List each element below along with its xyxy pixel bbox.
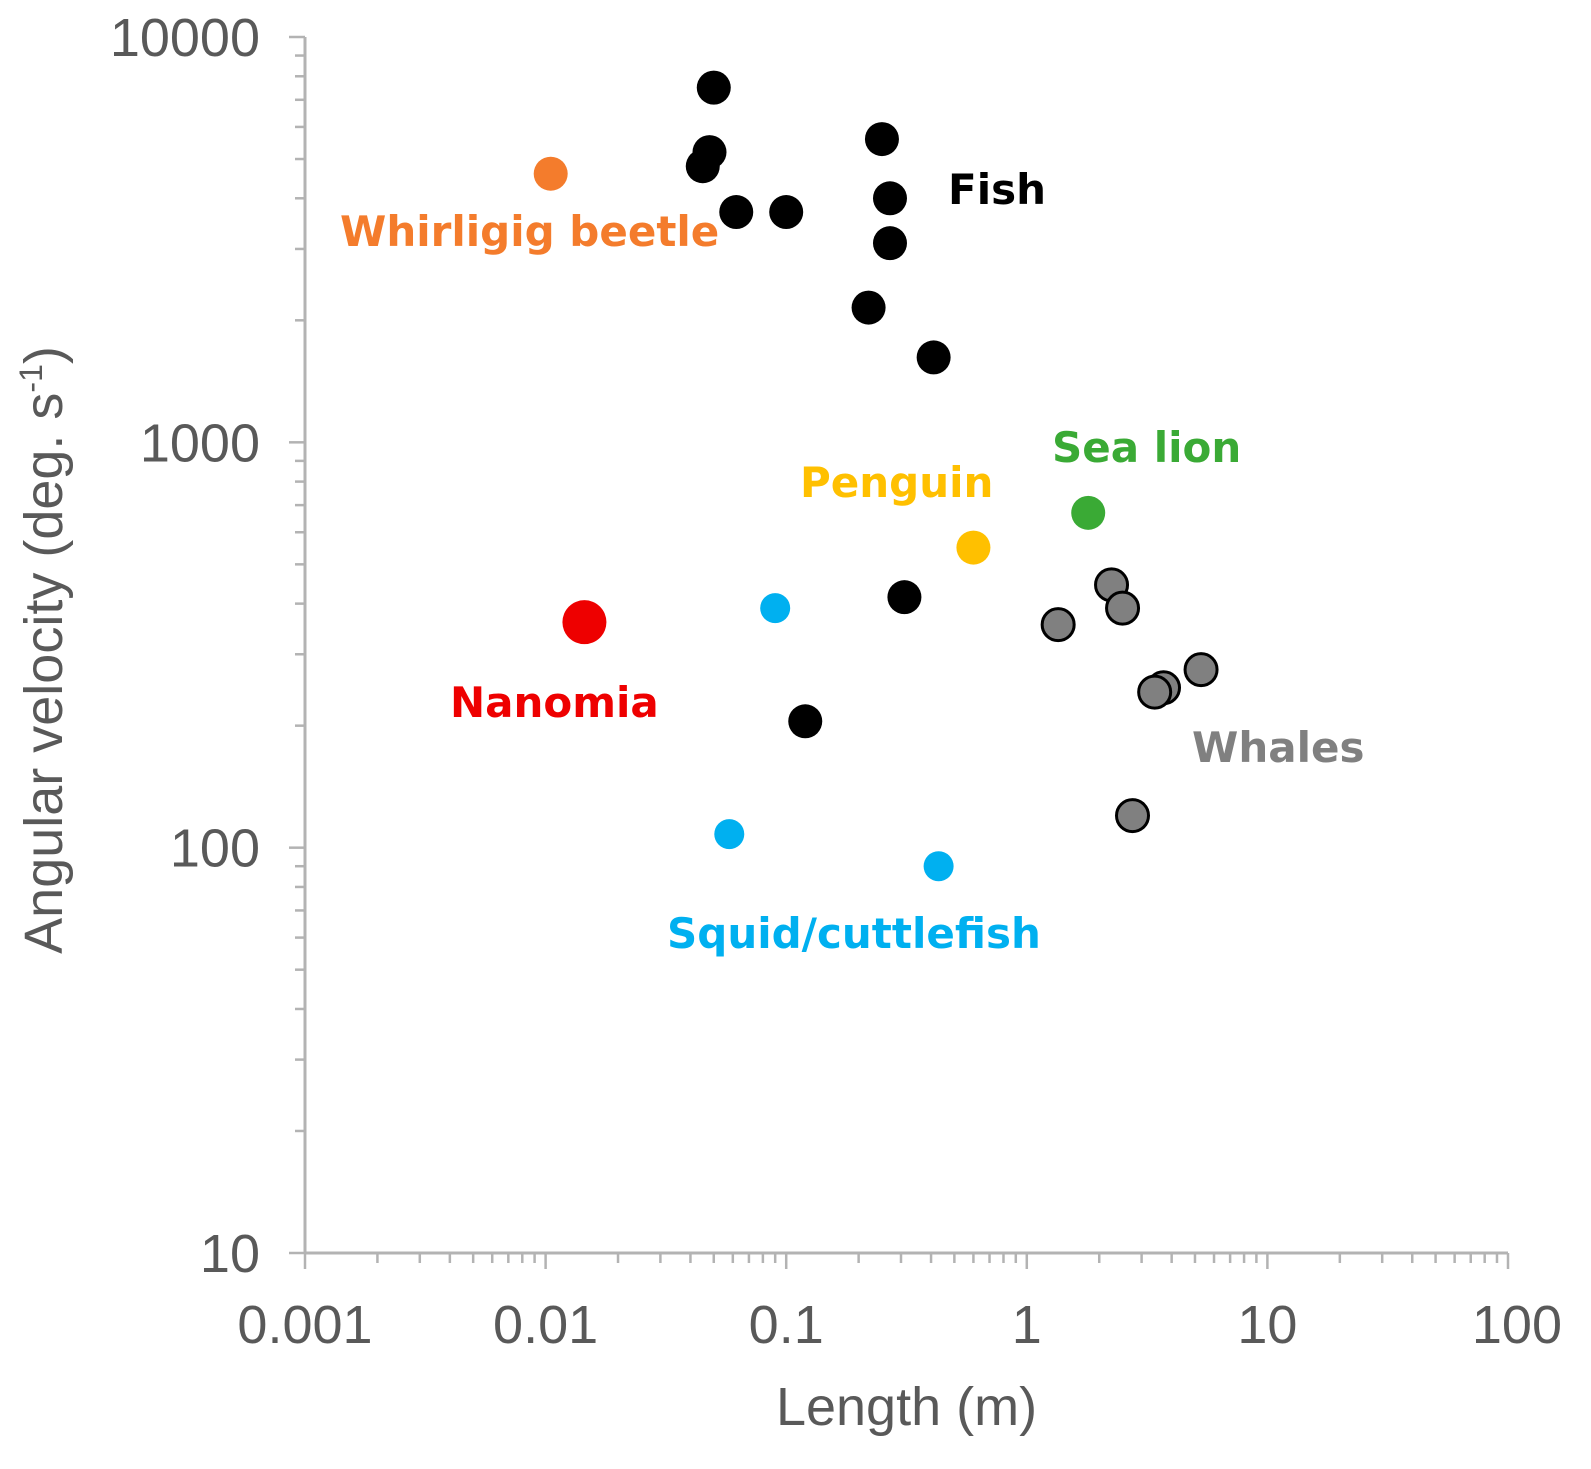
label-penguin: Penguin	[800, 458, 993, 507]
x-tick-label: 0.001	[237, 1295, 372, 1355]
x-tick-label: 1	[1012, 1295, 1042, 1355]
x-tick-label: 10	[1237, 1295, 1297, 1355]
x-tick-label: 0.1	[749, 1295, 824, 1355]
point-fish	[872, 226, 907, 261]
point-fish	[788, 704, 823, 739]
y-ticks	[289, 35, 305, 1255]
y-axis-title: Angular velocity (deg. s-1)	[13, 346, 74, 954]
x-tick-label: 100	[1472, 1295, 1562, 1355]
y-axis-title-superscript: -1	[13, 364, 49, 392]
point-whales	[1183, 652, 1219, 688]
point-sea-lion	[1071, 495, 1106, 530]
point-whales	[1137, 674, 1173, 710]
data-points	[533, 70, 1219, 882]
label-whales: Whales	[1192, 723, 1364, 772]
point-fish	[864, 122, 899, 157]
point-fish	[872, 181, 907, 216]
y-tick-labels: 10 100 1000 10000	[110, 8, 260, 1284]
x-axis-title: Length (m)	[776, 1377, 1037, 1437]
axes	[303, 37, 1508, 1255]
point-whales	[1115, 798, 1151, 834]
x-ticks	[303, 1253, 1510, 1269]
x-tick-label: 0.01	[493, 1295, 598, 1355]
y-axis-title-close: )	[14, 346, 74, 364]
y-tick-label: 1000	[140, 413, 260, 473]
point-fish	[769, 195, 804, 230]
group-labels: Fish Whirligig beetle Sea lion Penguin N…	[340, 165, 1364, 958]
point-squid-cuttlefish	[760, 593, 791, 624]
x-tick-labels: 0.001 0.01 0.1 1 10 100	[237, 1295, 1562, 1355]
point-fish	[851, 290, 886, 325]
y-tick-label: 10	[200, 1224, 260, 1284]
point-fish	[696, 70, 731, 105]
point-nanomia	[562, 600, 607, 645]
label-nanomia: Nanomia	[450, 678, 659, 727]
point-fish	[719, 195, 754, 230]
label-whirligig-beetle: Whirligig beetle	[340, 207, 719, 256]
point-squid-cuttlefish	[714, 819, 745, 850]
point-fish	[916, 340, 951, 375]
point-fish	[887, 580, 922, 615]
point-fish	[685, 149, 720, 184]
point-squid-cuttlefish	[923, 851, 954, 882]
y-tick-label: 10000	[110, 8, 260, 68]
point-whales	[1105, 590, 1141, 626]
y-axis-title-main: Angular velocity (deg. s	[14, 393, 74, 954]
point-whales	[1040, 607, 1076, 643]
point-whirligig-beetle	[533, 156, 568, 191]
label-squid-cuttlefish: Squid/cuttlefish	[667, 909, 1041, 958]
y-tick-label: 100	[170, 819, 260, 879]
label-sea-lion: Sea lion	[1052, 423, 1241, 472]
point-penguin	[956, 530, 991, 565]
label-fish: Fish	[948, 165, 1046, 214]
